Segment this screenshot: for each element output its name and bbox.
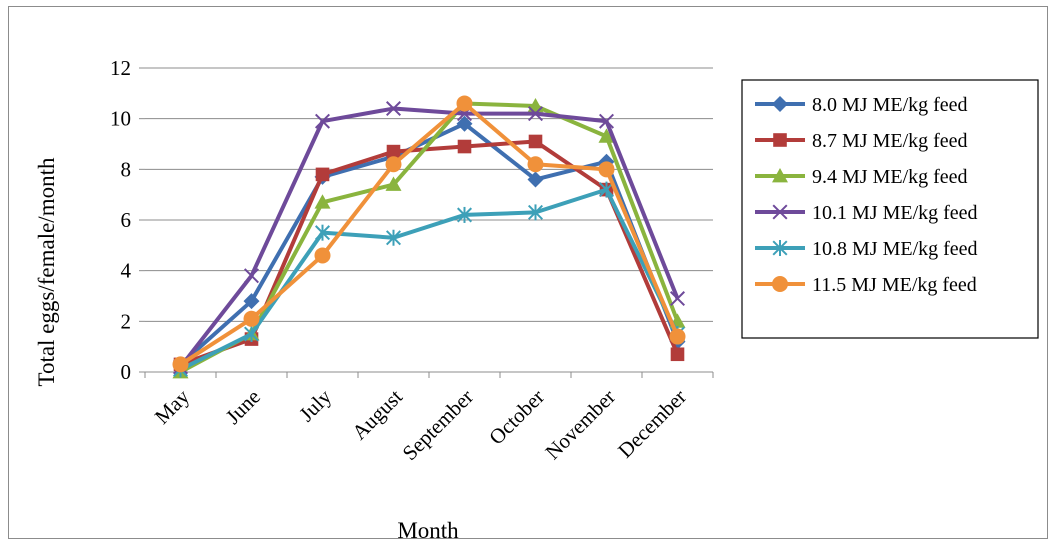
data-point-circle: [172, 356, 189, 373]
legend-item: 10.1 MJ ME/kg feed: [755, 202, 978, 224]
y-tick-label: 0: [121, 360, 132, 384]
data-point-circle: [456, 95, 473, 112]
data-point-square: [773, 133, 787, 147]
legend-label: 9.4 MJ ME/kg feed: [812, 166, 968, 188]
x-tick-label: November: [540, 385, 620, 465]
y-axis-title: Total eggs/female/month: [34, 157, 59, 386]
x-axis-title: Month: [397, 518, 459, 543]
x-tick-label: October: [484, 385, 549, 450]
legend-label: 10.1 MJ ME/kg feed: [812, 202, 978, 224]
data-point-star: [314, 224, 331, 241]
data-point-circle: [527, 156, 544, 173]
data-point-diamond: [772, 96, 788, 112]
legend-label: 10.8 MJ ME/kg feed: [812, 238, 978, 260]
x-tick-label: May: [150, 384, 195, 429]
legend-label: 8.0 MJ ME/kg feed: [812, 94, 968, 116]
y-tick-label: 12: [110, 56, 131, 80]
data-point-triangle: [772, 168, 788, 183]
marker-stroke: [243, 268, 260, 284]
data-point-triangle: [314, 194, 331, 209]
x-tick-label: July: [294, 384, 336, 426]
data-point-circle: [598, 161, 615, 178]
data-point-square: [457, 139, 472, 154]
marker-stroke: [772, 204, 788, 220]
legend-item: 8.0 MJ ME/kg feed: [755, 94, 968, 116]
y-tick-label: 10: [110, 107, 131, 131]
data-point-square: [528, 134, 543, 149]
data-point-star: [772, 240, 788, 256]
y-tick-label: 8: [121, 157, 132, 181]
data-point-star: [385, 229, 402, 246]
x-tick-label: September: [398, 385, 478, 465]
legend-item: 10.8 MJ ME/kg feed: [755, 238, 978, 260]
y-tick-label: 2: [121, 309, 132, 333]
gridlines: [139, 67, 714, 378]
series-4: [172, 101, 686, 375]
data-point-x: [669, 291, 686, 307]
x-tick-label: June: [221, 385, 265, 429]
x-tick-label: December: [613, 385, 691, 463]
data-point-diamond: [456, 115, 473, 132]
data-point-circle: [669, 328, 686, 345]
data-point-star: [527, 204, 544, 221]
series-layer: [172, 95, 686, 379]
data-point-circle: [385, 156, 402, 173]
legend-item: 8.7 MJ ME/kg feed: [755, 130, 968, 152]
legend-item: 11.5 MJ ME/kg feed: [755, 274, 977, 296]
data-point-square: [670, 347, 685, 362]
legend-item: 9.4 MJ ME/kg feed: [755, 166, 968, 188]
series-6: [172, 95, 686, 373]
legend-label: 11.5 MJ ME/kg feed: [812, 274, 977, 296]
data-point-diamond: [527, 171, 544, 188]
data-point-x: [598, 113, 615, 129]
x-tick-label: August: [347, 384, 407, 444]
data-point-x: [243, 268, 260, 284]
series-line: [179, 101, 680, 367]
legend: 8.0 MJ ME/kg feed 8.7 MJ ME/kg feed 9.4 MJ…: [741, 79, 1039, 339]
marker-stroke: [385, 101, 402, 117]
series-line: [178, 106, 680, 369]
y-tick-label: 4: [121, 259, 132, 283]
data-point-star: [456, 206, 473, 223]
marker-stroke: [598, 113, 615, 129]
y-tick-label: 6: [121, 208, 132, 232]
data-point-triangle: [598, 128, 615, 143]
data-point-triangle: [385, 176, 402, 191]
data-point-x: [385, 101, 402, 117]
series-line: [179, 101, 680, 374]
data-point-star: [243, 326, 260, 342]
data-point-square: [315, 167, 330, 182]
marker-stroke: [314, 113, 331, 129]
legend-box: [741, 79, 1039, 339]
data-point-circle: [314, 247, 331, 264]
y-axis-ticks: 0 2 4 6 8 10 12: [110, 56, 132, 384]
data-point-x: [527, 106, 544, 122]
data-point-diamond: [243, 293, 260, 310]
data-point-circle: [243, 310, 260, 327]
data-point-x: [314, 113, 331, 129]
marker-stroke: [527, 106, 544, 122]
data-point-circle: [772, 276, 788, 292]
series-line: [179, 187, 680, 372]
data-point-x: [772, 204, 788, 220]
legend-label: 8.7 MJ ME/kg feed: [812, 130, 968, 152]
series-line: [179, 121, 680, 366]
data-point-square: [386, 144, 401, 159]
marker-stroke: [669, 291, 686, 307]
